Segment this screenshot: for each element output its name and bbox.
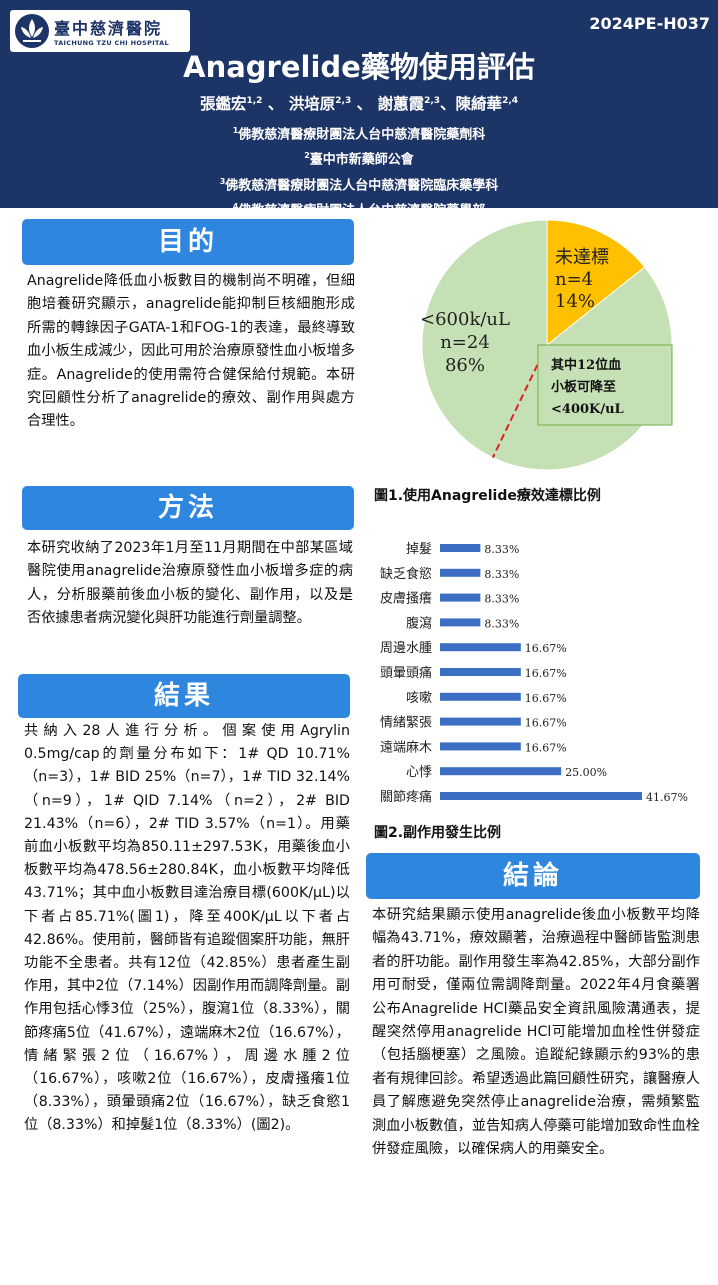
method-heading: 方法 [22,486,354,530]
author-name: 張鑑宏 [199,95,247,113]
pie-slice-label: 未達標 [555,247,609,268]
bar [440,593,481,602]
author-affil-sup: 1,2 [246,95,263,106]
affiliation-sup: 4 [232,201,239,211]
bar-value-label: 8.33% [484,568,519,581]
poster-title: Anagrelide藥物使用評估 [183,50,535,84]
bar [440,792,642,800]
pie-annotation-box [537,344,673,426]
affiliation-line: 1佛教慈濟醫療財團法人台中慈濟醫院藥劑科 [0,120,718,145]
bar-category-label: 皮膚搔癢 [380,591,432,607]
bar [440,544,481,552]
bar-value-label: 16.67% [525,741,567,754]
hospital-name-cn: 臺中慈濟醫院 [54,19,163,38]
lotus-logo-icon [15,14,49,48]
affiliation-sup: 1 [232,126,239,135]
affiliation-text: 佛教慈濟醫療財團法人台中慈濟醫院臨床藥學科 [225,177,499,193]
bar-value-label: 16.67% [525,717,567,730]
pie-annotation-text: 其中12位血 [551,357,621,373]
author-affil-sup: 2,4 [502,95,519,106]
bar-chart: 掉髮 8.33% 缺乏食慾 8.33% 皮膚搔癢 8.33% 腹瀉 8.33% 周邊水腫 16.6… [380,542,688,805]
poster-header: 臺中慈濟醫院 TAICHUNG TZU CHI HOSPITAL 2024PE-… [0,0,718,218]
bar-value-label: 16.67% [525,642,567,655]
method-text: 本研究收納了2023年1月至11月期間在中部某區域醫院使用anagrelide治… [27,540,353,627]
purpose-text: Anagrelide降低血小板數目的機制尚不明確，但細胞培養研究顯示，anagr… [27,273,355,430]
bar-value-label: 8.33% [484,543,519,556]
bar-category-label: 關節疼痛 [380,789,432,805]
bar [440,717,521,726]
bar-category-label: 頭暈頭痛 [380,665,432,681]
hospital-logo: 臺中慈濟醫院 TAICHUNG TZU CHI HOSPITAL [10,10,190,52]
poster-code: 2024PE-H037 [589,14,710,33]
pie-slice-pct-label: 14% [555,291,595,312]
conclusion-text: 本研究結果顯示使用anagrelide後血小板數平均降幅為43.71%，療效顯著… [372,907,700,1158]
bar-value-label: 16.67% [525,667,567,680]
affiliation-sup: 3 [219,176,226,186]
hospital-name-en: TAICHUNG TZU CHI HOSPITAL [54,39,169,47]
bar [440,692,521,701]
author-sep: 、 [267,95,284,113]
bar-value-label: 25.00% [565,766,607,779]
author-affil-sup: 2,3 [424,95,441,106]
bar-value-label: 8.33% [484,617,519,630]
pie-slice [546,219,646,347]
purpose-heading: 目的 [22,219,354,265]
bar-category-label: 掉髮 [406,542,432,557]
figure2-caption: 圖2.副作用發生比例 [374,825,502,841]
bar [440,568,481,577]
author-name: 洪培原 [288,95,336,113]
bar [440,643,521,652]
bar-category-label: 周邊水腫 [380,640,432,656]
pie-slice-n-label: n=24 [440,332,490,353]
bar-category-label: 遠端麻木 [380,740,432,755]
results-text: 共納入28人進行分析。個案使用Agrylin 0.5mg/cap的劑量分布如下：… [24,723,350,1134]
affiliation-line: 2臺中市新藥師公會 [0,145,718,170]
affiliation-line: 3佛教慈濟醫療財團法人台中慈濟醫院臨床藥學科 [0,171,718,196]
bar-category-label: 咳嗽 [406,691,432,706]
bar-value-label: 16.67% [525,692,567,705]
author-name: 謝蕙霞 [377,95,425,113]
bar [440,618,481,627]
pie-split-line [491,344,548,459]
affiliation-list: 1佛教慈濟醫療財團法人台中慈濟醫院藥劑科 2臺中市新藥師公會 3佛教慈濟醫療財團… [0,120,718,221]
results-heading: 結果 [18,674,350,718]
affiliation-line: 4佛教慈濟醫療財團法人台中慈濟醫院藥學部 [0,196,718,221]
pie-annotation-text: 小板可降至 [551,379,616,395]
pie-slice-n-label: n=4 [555,269,593,290]
pie-slice-pct-label: 86% [445,355,485,376]
affiliation-text: 佛教慈濟醫療財團法人台中慈濟醫院藥劑科 [238,127,486,143]
author-list: 張鑑宏1,2 、 洪培原2,3 、 謝蕙霞2,3、陳綺華2,4 [0,92,718,114]
conclusion-heading: 結論 [366,853,700,899]
pie-annotation-text: <400K/uL [551,402,624,417]
pie-slice-label: <600k/uL [420,309,510,330]
bar-category-label: 腹瀉 [406,615,432,631]
affiliation-sup: 2 [304,151,310,161]
bar [440,742,521,751]
author-affil-sup: 2,3 [335,95,352,106]
affiliation-text: 佛教慈濟醫療財團法人台中慈濟醫院藥學部 [238,203,486,219]
author-sep: 、 [356,95,373,113]
affiliation-text: 臺中市新藥師公會 [309,152,414,168]
author-sep: 、 [440,95,456,113]
bar-category-label: 情緒緊張 [380,716,432,731]
bar-category-label: 缺乏食慾 [380,566,432,582]
bar [440,668,521,676]
figure1-caption: 圖1.使用Anagrelide療效達標比例 [374,488,601,504]
bar-value-label: 41.67% [646,791,688,804]
author-name: 陳綺華 [455,95,503,113]
bar-value-label: 8.33% [484,593,519,606]
bar-category-label: 心悸 [406,765,432,780]
bar [440,767,562,776]
